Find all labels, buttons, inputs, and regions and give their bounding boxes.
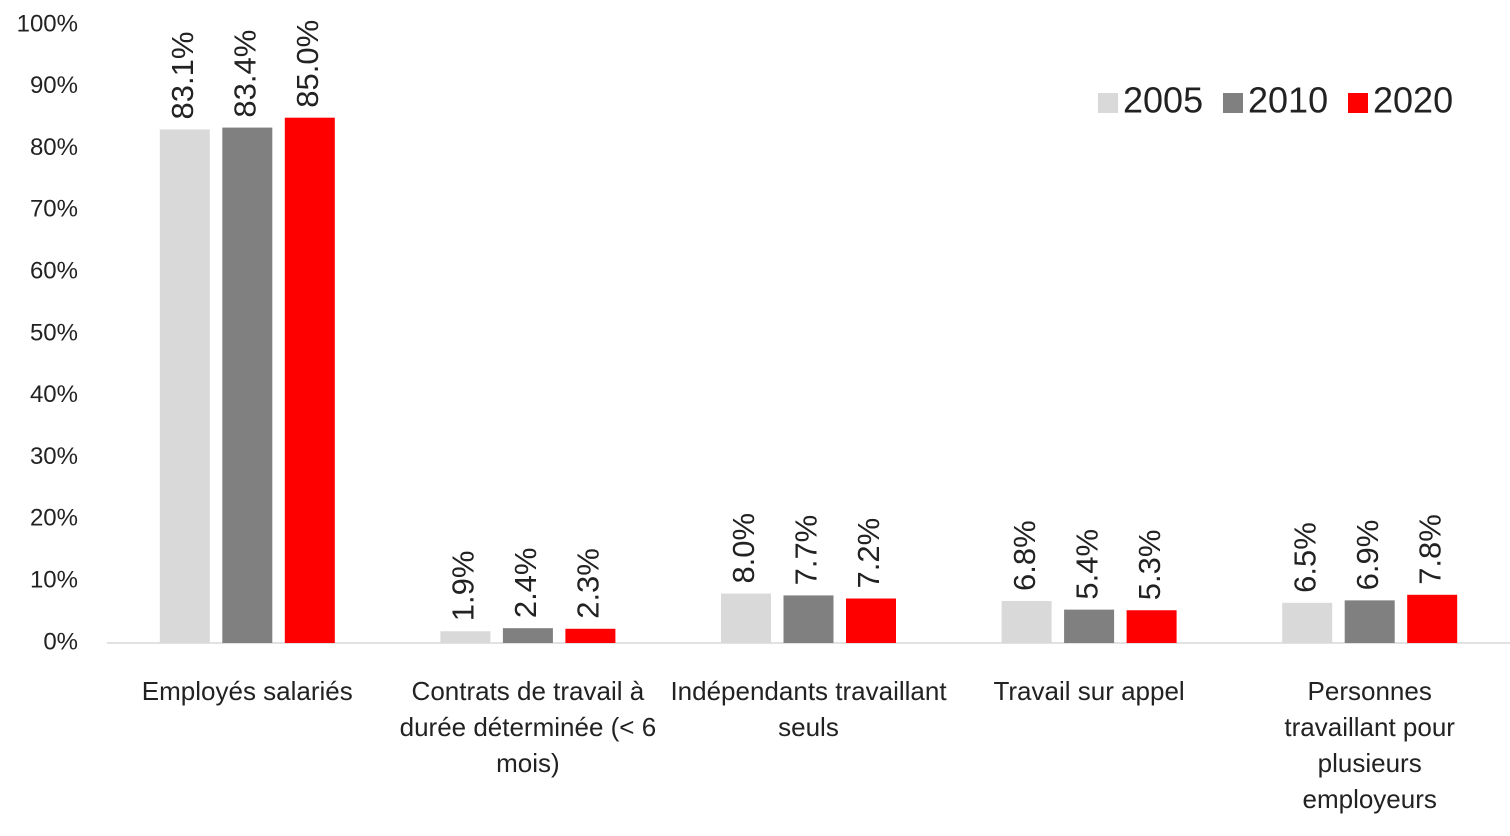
data-label: 8.0% <box>726 513 761 584</box>
bar <box>565 628 616 643</box>
data-label: 7.2% <box>851 518 886 589</box>
bar <box>1064 609 1115 643</box>
bar <box>159 129 210 643</box>
x-tick-label: Travail sur appel <box>993 676 1185 706</box>
y-tick-label: 70% <box>30 196 78 223</box>
data-label: 7.7% <box>789 515 824 586</box>
y-tick-label: 100% <box>17 10 78 37</box>
data-label: 83.1% <box>165 32 200 120</box>
bar <box>1282 602 1333 643</box>
legend-swatch <box>1348 93 1368 113</box>
bar <box>1126 610 1177 643</box>
data-label: 7.8% <box>1412 514 1447 585</box>
bar <box>222 127 273 643</box>
bar <box>783 595 834 643</box>
bar <box>440 631 491 643</box>
bar <box>1344 600 1395 643</box>
bar <box>721 593 771 643</box>
y-tick-label: 80% <box>30 134 78 161</box>
data-label: 5.4% <box>1069 529 1104 600</box>
bar <box>1407 594 1458 643</box>
legend-swatch <box>1223 93 1243 113</box>
data-label: 6.8% <box>1007 520 1042 591</box>
y-tick-label: 20% <box>30 505 78 532</box>
data-label: 5.3% <box>1132 530 1167 601</box>
legend-label: 2010 <box>1248 80 1328 121</box>
bar <box>846 598 896 643</box>
y-tick-label: 60% <box>30 258 78 285</box>
data-label: 1.9% <box>446 551 481 622</box>
legend-swatch <box>1098 93 1118 113</box>
bar <box>502 628 553 643</box>
y-tick-label: 10% <box>30 567 78 594</box>
data-label: 6.9% <box>1350 520 1385 591</box>
data-label: 83.4% <box>227 30 262 118</box>
y-tick-label: 90% <box>30 72 78 99</box>
data-label: 6.5% <box>1287 522 1322 593</box>
y-tick-label: 50% <box>30 319 78 346</box>
x-tick-label: Personnes travaillant pour plusieurs emp… <box>1284 676 1455 814</box>
bar <box>284 117 335 643</box>
y-tick-label: 40% <box>30 381 78 408</box>
data-label: 85.0% <box>290 20 325 108</box>
y-tick-label: 30% <box>30 443 78 470</box>
data-label: 2.4% <box>508 547 543 618</box>
bar <box>1001 600 1052 643</box>
y-tick-label: 0% <box>43 628 78 655</box>
x-tick-label: Indépendants travaillant seuls <box>670 676 947 742</box>
legend-label: 2005 <box>1123 80 1203 121</box>
data-label: 2.3% <box>571 548 606 619</box>
x-tick-label: Contrats de travail à durée déterminée (… <box>399 676 657 778</box>
legend-label: 2020 <box>1373 80 1453 121</box>
x-tick-label: Employés salariés <box>141 676 353 706</box>
